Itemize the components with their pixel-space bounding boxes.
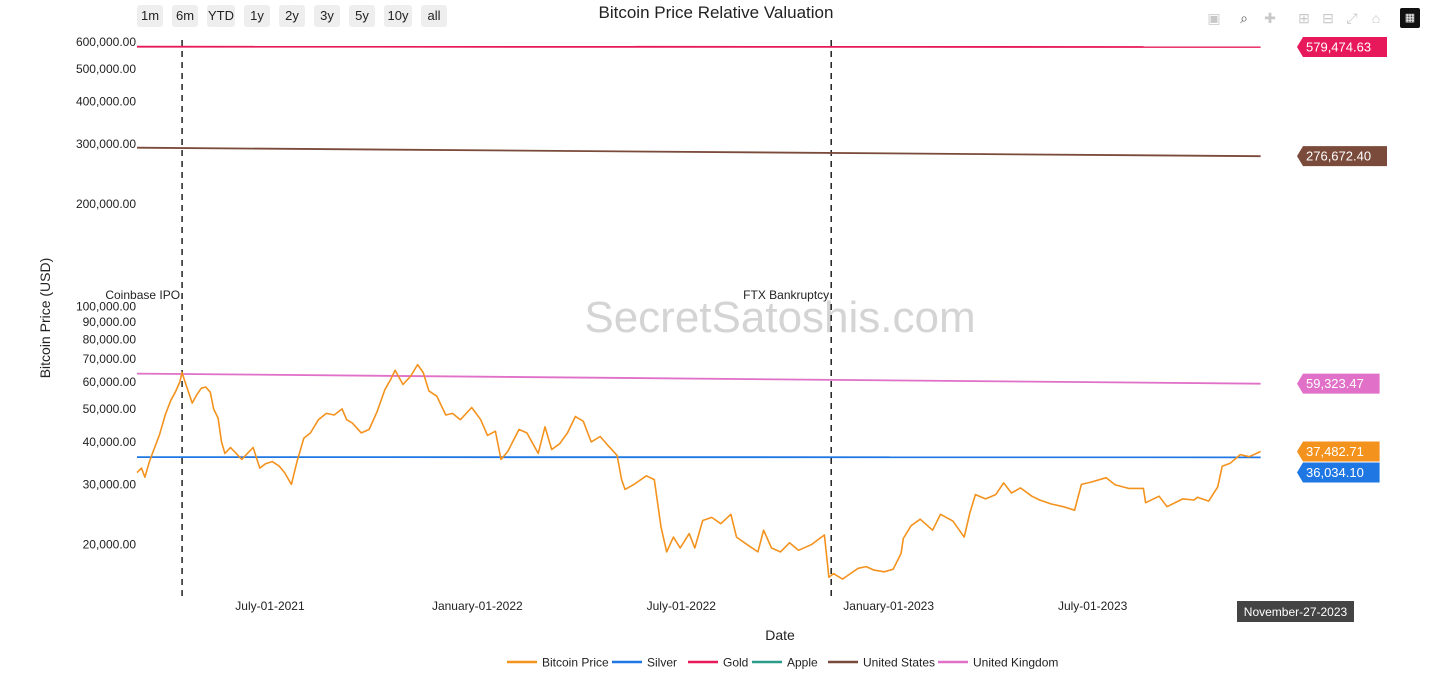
y-tick-label: 90,000.00 xyxy=(83,315,137,329)
legend-label: Gold xyxy=(723,656,748,670)
y-tick-label: 100,000.00 xyxy=(76,300,136,314)
y-tick-label: 400,000.00 xyxy=(76,95,136,109)
legend-item-bitcoin-price[interactable]: Bitcoin Price xyxy=(507,656,609,670)
legend-item-gold[interactable]: Gold xyxy=(688,656,748,670)
hover-date-tooltip: November-27-2023 xyxy=(1237,601,1354,622)
end-value-labels: 579,474.63 276,672.40 59,323.47 37,482.71 36… xyxy=(1297,36,1387,483)
annotation-label: FTX Bankruptcy xyxy=(743,288,829,302)
y-axis-title: Bitcoin Price (USD) xyxy=(37,258,53,379)
range-button-all[interactable]: all xyxy=(421,5,447,27)
range-button-3y[interactable]: 3y xyxy=(314,5,340,27)
legend-item-silver[interactable]: Silver xyxy=(612,656,677,670)
y-tick-label: 60,000.00 xyxy=(83,375,137,389)
y-tick-label: 20,000.00 xyxy=(83,537,137,551)
range-button-1m[interactable]: 1m xyxy=(137,5,163,27)
zoom-in-icon[interactable]: ⊞ xyxy=(1298,10,1310,26)
end-label-value: 59,323.47 xyxy=(1306,376,1364,391)
chart-title: Bitcoin Price Relative Valuation xyxy=(598,3,834,22)
range-button-5y[interactable]: 5y xyxy=(349,5,375,27)
end-label-united-kingdom: 59,323.47 xyxy=(1297,373,1380,394)
series-line-united-states xyxy=(136,146,1261,158)
end-label-value: 37,482.71 xyxy=(1306,444,1364,459)
end-label-box xyxy=(1297,146,1387,167)
legend: Bitcoin Price Silver Gold Apple United State… xyxy=(507,656,1058,670)
y-tick-label: 50,000.00 xyxy=(83,402,137,416)
x-tick-label: July-01-2023 xyxy=(1058,599,1128,613)
y-tick-label: 70,000.00 xyxy=(83,352,137,366)
range-button-10y[interactable]: 10y xyxy=(384,5,412,27)
legend-item-united-states[interactable]: United States xyxy=(828,656,935,670)
zoom-out-icon[interactable]: ⊟ xyxy=(1322,10,1334,26)
legend-label: Silver xyxy=(647,656,677,670)
legend-label: Bitcoin Price xyxy=(542,656,609,670)
end-label-gold: 579,474.63 xyxy=(1297,36,1387,57)
event-annotations: Coinbase IPO FTX Bankruptcy xyxy=(105,40,832,597)
range-button-6m[interactable]: 6m xyxy=(172,5,198,27)
range-button-2y[interactable]: 2y xyxy=(279,5,305,27)
x-tick-label: July-01-2022 xyxy=(647,599,717,613)
legend-item-united-kingdom[interactable]: United Kingdom xyxy=(938,656,1058,670)
x-axis: July-01-2021 January-01-2022 July-01-2022 J… xyxy=(235,599,1334,613)
plotly-logo-icon[interactable]: ▦ xyxy=(1400,8,1420,28)
y-tick-label: 600,000.00 xyxy=(76,35,136,49)
end-label-united-states: 276,672.40 xyxy=(1297,146,1387,167)
zoom-icon[interactable]: ⌕ xyxy=(1240,10,1248,26)
hover-date-label: November-27-2023 xyxy=(1244,605,1348,619)
series-line-bitcoin-price xyxy=(136,363,1261,580)
x-tick-label: January-01-2022 xyxy=(432,599,523,613)
camera-icon[interactable]: ▣ xyxy=(1207,10,1221,26)
x-tick-label: July-01-2021 xyxy=(235,599,305,613)
end-label-box xyxy=(1297,462,1380,483)
watermark: SecretSatoshis.com xyxy=(584,293,975,342)
end-label-bitcoin-price: 37,482.71 xyxy=(1297,441,1380,462)
end-label-box xyxy=(1297,441,1380,462)
end-label-box xyxy=(1297,373,1380,394)
end-label-value: 579,474.63 xyxy=(1306,39,1371,54)
y-tick-label: 500,000.00 xyxy=(76,62,136,76)
end-label-value: 36,034.10 xyxy=(1306,465,1364,480)
y-tick-label: 300,000.00 xyxy=(76,137,136,151)
autoscale-icon[interactable]: ⤢ xyxy=(1346,10,1358,26)
reset-axes-icon[interactable]: ⌂ xyxy=(1371,10,1381,26)
end-label-value: 276,672.40 xyxy=(1306,149,1371,164)
y-tick-label: 30,000.00 xyxy=(83,477,137,491)
y-tick-label: 200,000.00 xyxy=(76,197,136,211)
annotation-label: Coinbase IPO xyxy=(105,288,180,302)
end-label-box xyxy=(1297,36,1387,57)
series-layer xyxy=(136,45,1261,580)
range-button-1y[interactable]: 1y xyxy=(244,5,270,27)
series-line-united-kingdom xyxy=(136,372,1261,385)
y-tick-label: 80,000.00 xyxy=(83,332,137,346)
y-axis: 20,000.00 30,000.00 40,000.00 50,000.00 60,0… xyxy=(76,35,136,551)
x-axis-title: Date xyxy=(765,627,795,643)
y-tick-label: 40,000.00 xyxy=(83,435,137,449)
pan-icon[interactable]: ✚ xyxy=(1264,10,1276,26)
range-button-ytd[interactable]: YTD xyxy=(207,5,235,27)
legend-label: United Kingdom xyxy=(973,656,1058,670)
x-tick-label: January-01-2023 xyxy=(843,599,934,613)
end-label-silver: 36,034.10 xyxy=(1297,462,1380,483)
legend-label: United States xyxy=(863,656,935,670)
legend-item-apple[interactable]: Apple xyxy=(752,656,818,670)
legend-label: Apple xyxy=(787,656,818,670)
